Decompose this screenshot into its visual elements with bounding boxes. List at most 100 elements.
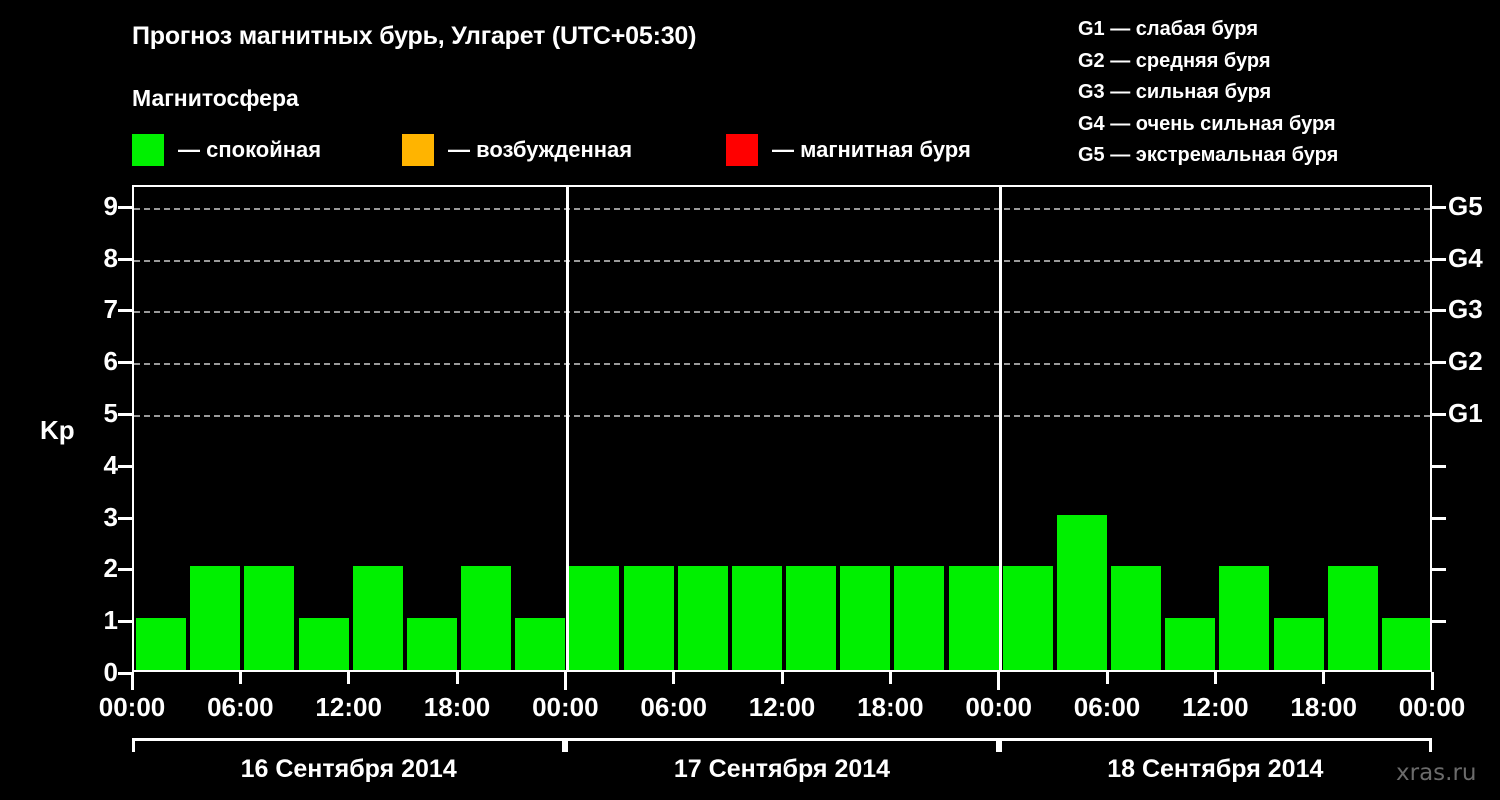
y-tick-label-0: 0 <box>103 657 118 687</box>
legend-entry-storm: — магнитная буря <box>726 133 971 167</box>
kp-bar <box>894 566 945 670</box>
x-tick-label-hour-48: 00:00 <box>965 692 1032 722</box>
gscale-code-g5: G5 <box>1078 144 1105 166</box>
y-tick-mark-8 <box>118 257 132 261</box>
kp-bars <box>134 187 1430 670</box>
kp-bar <box>731 566 782 670</box>
kp-bar <box>352 566 403 670</box>
x-tick-mark-hour-6 <box>238 672 242 684</box>
x-tick-label-hour-42: 18:00 <box>857 692 924 722</box>
kp-bar <box>190 566 241 670</box>
y-tick-label-9: 9 <box>103 190 118 221</box>
kp-bar <box>840 566 891 670</box>
g-minor-tick-kp-2 <box>1432 568 1446 572</box>
gridline-kp-5 <box>134 414 1430 417</box>
gscale-legend-row-g2: G2 — средняя буря <box>1078 46 1498 78</box>
day-label-1: 17 Сентября 2014 <box>673 755 891 783</box>
x-tick-mark-hour-42 <box>888 672 892 684</box>
kp-bar <box>515 618 566 670</box>
y-axis-title: Kp <box>40 415 75 445</box>
gscale-desc-g1: — слабая буря <box>1104 18 1259 40</box>
legend-swatch-calm <box>132 134 164 166</box>
g-tick-mark-g3 <box>1432 309 1446 313</box>
g-tick-mark-g5 <box>1432 205 1446 209</box>
gscale-code-g1: G1 <box>1078 18 1105 40</box>
y-tick-mark-7 <box>118 309 132 313</box>
g-minor-tick-kp-1 <box>1432 620 1446 624</box>
g-tick-label-g2: G2 <box>1448 346 1483 377</box>
kp-bar <box>1381 618 1430 670</box>
day-bracket-0 <box>132 738 566 752</box>
gridline-kp-8 <box>134 259 1430 262</box>
gscale-legend-row-g5: G5 — экстремальная буря <box>1078 140 1498 172</box>
g-tick-mark-g4 <box>1432 257 1446 261</box>
legend-label-calm: — спокойная <box>178 137 322 162</box>
g-tick-label-g5: G5 <box>1448 190 1483 221</box>
kp-bar <box>677 566 728 670</box>
x-tick-mark-hour-0 <box>130 672 134 690</box>
legend-entry-calm: — спокойная <box>132 133 321 167</box>
x-tick-mark-hour-24 <box>563 672 567 690</box>
y-tick-mark-1 <box>118 620 132 624</box>
kp-bar <box>1327 566 1378 670</box>
x-tick-mark-hour-60 <box>1213 672 1217 684</box>
x-tick-label-hour-72: 00:00 <box>1398 692 1466 722</box>
kp-bar <box>1165 618 1216 670</box>
kp-bar <box>298 618 349 670</box>
gscale-code-g4: G4 <box>1078 112 1105 135</box>
magnetosphere-heading: Магнитосфера <box>132 85 299 111</box>
g-minor-tick-kp-3 <box>1432 516 1446 520</box>
kp-bar <box>1056 514 1107 670</box>
day-bracket-1 <box>565 738 999 752</box>
day-divider-hour-48 <box>999 187 1003 670</box>
kp-bar <box>1002 566 1053 670</box>
x-tick-label-hour-18: 18:00 <box>423 692 491 722</box>
legend-label-storm: — магнитная буря <box>772 137 971 162</box>
x-tick-mark-hour-18 <box>455 672 459 684</box>
gscale-legend-row-g1: G1 — слабая буря <box>1078 14 1498 46</box>
page-title: Прогноз магнитных бурь, Улгарет (UTC+05:… <box>132 22 697 50</box>
kp-bar <box>948 566 999 670</box>
day-bracket-2 <box>998 738 1432 752</box>
y-tick-label-3: 3 <box>103 501 118 532</box>
g-tick-label-g4: G4 <box>1448 242 1483 273</box>
y-tick-mark-4 <box>118 464 132 468</box>
kp-bar <box>786 566 837 670</box>
gridline-kp-6 <box>134 363 1430 366</box>
gscale-legend-row-g3: G3 — сильная буря <box>1078 77 1498 109</box>
chart-plot-area <box>132 185 1432 672</box>
g-tick-label-g1: G1 <box>1448 397 1483 428</box>
kp-bar <box>569 566 620 670</box>
x-tick-mark-hour-36 <box>780 672 784 684</box>
gscale-desc-g4: — очень сильная буря <box>1104 112 1336 135</box>
y-tick-mark-6 <box>118 361 132 365</box>
x-tick-mark-hour-30 <box>672 672 676 684</box>
y-tick-label-5: 5 <box>103 397 118 428</box>
gridline-kp-7 <box>134 311 1430 314</box>
gscale-legend: G1 — слабая буря G2 — средняя буря G3 — си… <box>1078 14 1498 172</box>
kp-bar <box>406 618 457 670</box>
x-tick-mark-hour-54 <box>1105 672 1109 684</box>
kp-bar <box>1273 618 1324 670</box>
gridline-kp-9 <box>134 207 1430 210</box>
gscale-legend-row-g4: G4 — очень сильная буря <box>1078 109 1498 141</box>
g-tick-mark-g2 <box>1432 361 1446 365</box>
y-tick-label-2: 2 <box>103 553 118 584</box>
x-tick-label-hour-30: 06:00 <box>640 692 707 722</box>
y-tick-mark-3 <box>118 516 132 520</box>
y-tick-label-7: 7 <box>103 294 118 325</box>
g-tick-label-g3: G3 <box>1448 294 1483 325</box>
y-tick-mark-9 <box>118 205 132 209</box>
y-tick-label-1: 1 <box>103 605 118 636</box>
kp-bar <box>136 618 187 670</box>
x-tick-label-hour-54: 06:00 <box>1073 692 1141 722</box>
x-tick-label-hour-36: 12:00 <box>748 692 816 722</box>
gscale-code-g3: G3 <box>1078 81 1105 103</box>
gscale-code-g2: G2 <box>1078 49 1105 72</box>
y-tick-mark-5 <box>118 412 132 416</box>
x-tick-label-hour-24: 00:00 <box>532 692 599 722</box>
y-tick-label-6: 6 <box>103 346 118 377</box>
y-tick-label-8: 8 <box>103 242 118 273</box>
watermark: xras.ru <box>1396 760 1477 786</box>
day-divider-hour-24 <box>565 187 569 670</box>
